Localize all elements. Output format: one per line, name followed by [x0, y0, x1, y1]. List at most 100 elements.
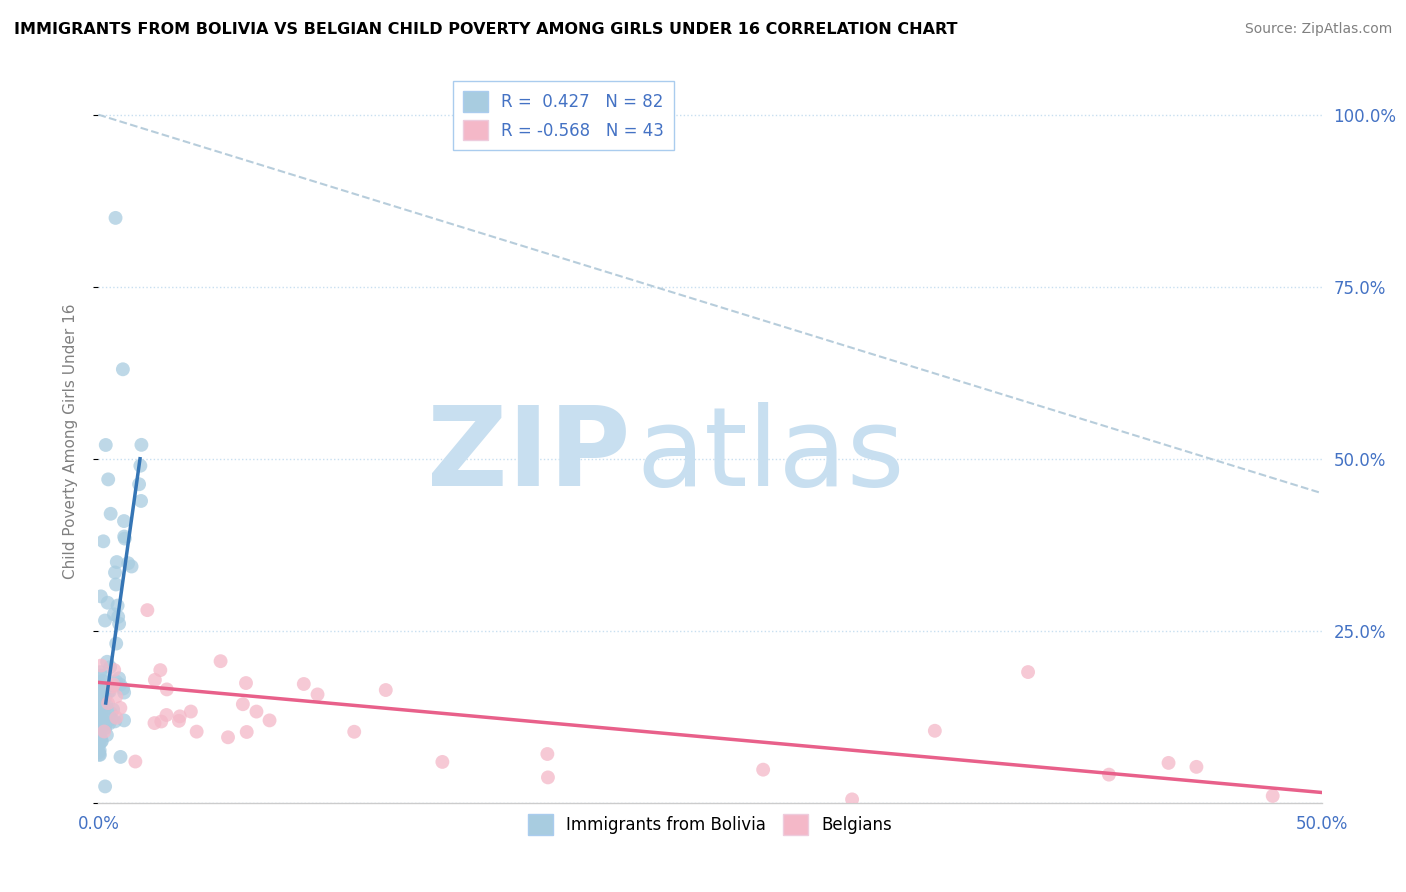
Point [105, 636, 128, 650]
Point [536, 747, 558, 761]
Text: atlas: atlas [637, 402, 905, 509]
Point [343, 724, 366, 739]
Point [108, 671, 131, 685]
Point [91, 673, 114, 688]
Point [97, 472, 120, 486]
Point [136, 603, 159, 617]
Point [100, 712, 122, 726]
Point [87, 745, 110, 759]
Point [98, 660, 121, 674]
Point [841, 792, 863, 806]
Text: IMMIGRANTS FROM BOLIVIA VS BELGIAN CHILD POVERTY AMONG GIRLS UNDER 16 CORRELATIO: IMMIGRANTS FROM BOLIVIA VS BELGIAN CHILD… [14, 22, 957, 37]
Point [128, 477, 150, 491]
Point [105, 711, 128, 725]
Point [110, 678, 132, 692]
Point [104, 714, 127, 729]
Point [107, 610, 129, 624]
Point [155, 708, 177, 723]
Point [112, 714, 135, 728]
Point [105, 555, 128, 569]
Point [432, 755, 454, 769]
Point [90, 735, 112, 749]
Text: Source: ZipAtlas.com: Source: ZipAtlas.com [1244, 22, 1392, 37]
Point [96, 728, 118, 742]
Point [89, 743, 111, 757]
Point [89, 676, 111, 690]
Point [121, 559, 143, 574]
Point [100, 507, 122, 521]
Point [209, 654, 232, 668]
Point [98, 684, 121, 698]
Point [103, 677, 125, 691]
Point [87, 681, 110, 696]
Point [245, 705, 267, 719]
Point [97, 696, 120, 710]
Point [112, 529, 135, 543]
Point [374, 683, 396, 698]
Point [1098, 767, 1121, 781]
Point [90, 708, 112, 723]
Point [292, 677, 315, 691]
Point [107, 599, 129, 613]
Point [143, 673, 166, 687]
Point [924, 723, 946, 738]
Point [752, 763, 775, 777]
Point [93, 697, 115, 711]
Point [100, 706, 122, 720]
Point [131, 438, 153, 452]
Point [143, 716, 166, 731]
Point [235, 676, 257, 690]
Point [96, 681, 118, 696]
Point [150, 714, 173, 729]
Point [90, 658, 112, 673]
Point [105, 674, 128, 689]
Point [112, 681, 135, 696]
Point [149, 663, 172, 677]
Point [307, 687, 329, 701]
Point [87, 731, 110, 746]
Point [108, 616, 131, 631]
Point [217, 731, 239, 745]
Point [110, 750, 132, 764]
Point [110, 701, 132, 715]
Point [1017, 665, 1039, 679]
Point [91, 680, 114, 694]
Point [129, 494, 152, 508]
Point [112, 685, 135, 699]
Point [94, 690, 117, 705]
Point [104, 566, 127, 580]
Point [111, 362, 134, 376]
Point [112, 514, 135, 528]
Point [90, 731, 112, 745]
Point [93, 717, 115, 731]
Point [89, 665, 111, 680]
Point [105, 690, 128, 704]
Point [104, 577, 127, 591]
Point [87, 692, 110, 706]
Point [232, 697, 254, 711]
Point [537, 771, 560, 785]
Point [97, 596, 120, 610]
Point [89, 712, 111, 726]
Point [129, 458, 152, 473]
Point [97, 685, 120, 699]
Point [90, 668, 112, 682]
Point [90, 721, 112, 735]
Point [93, 724, 115, 739]
Point [91, 686, 114, 700]
Point [94, 683, 117, 698]
Point [90, 734, 112, 748]
Point [235, 725, 257, 739]
Point [101, 703, 124, 717]
Y-axis label: Child Poverty Among Girls Under 16: Child Poverty Among Girls Under 16 [63, 304, 77, 579]
Point [90, 711, 112, 725]
Point [89, 688, 111, 702]
Point [89, 708, 111, 723]
Point [1261, 789, 1284, 803]
Point [93, 701, 115, 715]
Point [124, 755, 146, 769]
Point [89, 731, 111, 745]
Point [89, 723, 111, 738]
Point [103, 663, 125, 677]
Point [117, 556, 139, 570]
